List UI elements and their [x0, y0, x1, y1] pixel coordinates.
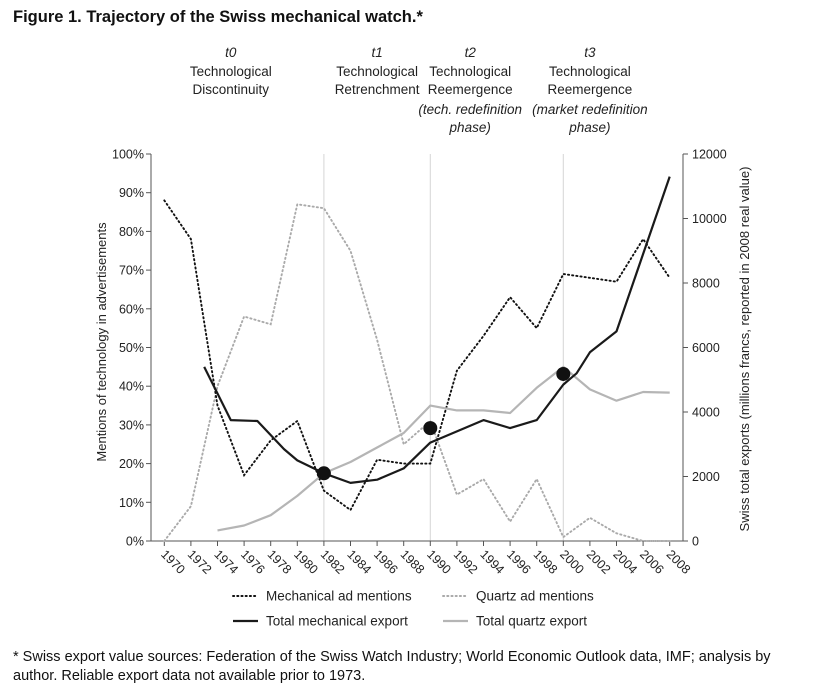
- x-tick-label: 2006: [637, 547, 667, 577]
- chart-svg: t0 Technological Discontinuity t1 Technologi…: [94, 45, 752, 629]
- highlight-marker: [423, 421, 438, 436]
- y-tick-label: 90%: [119, 186, 144, 200]
- legend-label: Total mechanical export: [266, 614, 408, 629]
- y-tick-label: 30%: [119, 418, 144, 432]
- y-axis-label: Mentions of technology in advertisements: [94, 222, 109, 462]
- legend-label: Quartz ad mentions: [476, 589, 594, 604]
- legend-label: Mechanical ad mentions: [266, 589, 412, 604]
- y2-tick-label: 0: [692, 535, 699, 549]
- x-tick-label: 1980: [291, 547, 321, 577]
- y-tick-label: 100%: [112, 148, 144, 162]
- x-tick-label: 1986: [371, 547, 401, 577]
- phase-label: Technological: [190, 64, 272, 79]
- y2-tick-label: 12000: [692, 148, 727, 162]
- y-tick-label: 70%: [119, 264, 144, 278]
- phase-sublabel: phase): [568, 120, 610, 135]
- phase-label: Technological: [429, 64, 511, 79]
- y-tick-label: 0%: [126, 535, 144, 549]
- y-tick-label: 80%: [119, 225, 144, 239]
- phase-id: t3: [584, 45, 596, 60]
- x-tick-label: 2002: [584, 547, 614, 577]
- phase-id: t1: [371, 45, 382, 60]
- phase-label: Retrenchment: [335, 82, 420, 97]
- series-line-mechanical-ad-mentions: [163, 199, 671, 512]
- series-line-total-mechanical-export: [203, 176, 671, 484]
- x-tick-label: 1998: [531, 547, 561, 577]
- series-line-total-quartz-export: [217, 365, 670, 532]
- highlight-marker: [316, 466, 331, 481]
- x-tick-label: 1992: [451, 547, 481, 577]
- phase-id: t2: [465, 45, 477, 60]
- phase-sublabel: phase): [449, 120, 491, 135]
- figure-title: Figure 1. Trajectory of the Swiss mechan…: [13, 8, 423, 26]
- y-tick-label: 10%: [119, 496, 144, 510]
- y2-tick-label: 4000: [692, 406, 720, 420]
- phase-id: t0: [225, 45, 237, 60]
- y2-tick-label: 10000: [692, 212, 727, 226]
- tick-labels: 0% 10% 20% 30% 40% 50% 60% 70% 80% 90% 100% 0 2000 40…: [112, 148, 727, 577]
- x-tick-label: 2008: [664, 547, 694, 577]
- x-tick-label: 1988: [398, 547, 428, 577]
- axes: [146, 153, 688, 546]
- x-tick-label: 1996: [504, 547, 534, 577]
- x-tick-label: 1976: [238, 547, 268, 577]
- legend-label: Total quartz export: [476, 614, 587, 629]
- y-tick-label: 50%: [119, 341, 144, 355]
- y-tick-label: 20%: [119, 457, 144, 471]
- phase-sublabel: (market redefinition: [532, 102, 648, 117]
- y2-axis-label: Swiss total exports (millions francs, re…: [737, 167, 752, 532]
- y2-tick-label: 8000: [692, 277, 720, 291]
- x-tick-label: 1978: [265, 547, 295, 577]
- phase-label: Technological: [549, 64, 631, 79]
- footnote: * Swiss export value sources: Federation…: [13, 649, 771, 684]
- phase-sublabel: (tech. redefinition: [418, 102, 522, 117]
- x-tick-label: 1970: [158, 547, 188, 577]
- y-tick-label: 40%: [119, 380, 144, 394]
- phase-label: Reemergence: [548, 82, 633, 97]
- highlight-marker: [556, 366, 571, 381]
- y2-tick-label: 6000: [692, 341, 720, 355]
- phase-label: Reemergence: [428, 82, 513, 97]
- marker-layer: [316, 366, 571, 481]
- x-tick-label: 1990: [424, 547, 454, 577]
- phase-label: Discontinuity: [193, 82, 270, 97]
- x-tick-label: 1994: [477, 547, 507, 577]
- series-layer: [163, 176, 671, 542]
- x-tick-label: 1982: [318, 547, 348, 577]
- y-tick-label: 60%: [119, 302, 144, 316]
- x-tick-label: 2000: [557, 547, 587, 577]
- phase-labels: t0 Technological Discontinuity t1 Technologi…: [190, 45, 648, 135]
- x-tick-label: 1972: [185, 547, 215, 577]
- x-tick-label: 1974: [211, 547, 241, 577]
- y2-tick-label: 2000: [692, 470, 720, 484]
- gridlines: [323, 154, 564, 541]
- series-line-quartz-ad-mentions: [163, 203, 671, 542]
- x-tick-label: 2004: [610, 547, 640, 577]
- phase-label: Technological: [336, 64, 418, 79]
- legend: Mechanical ad mentions Quartz ad mentions…: [232, 589, 594, 629]
- x-tick-label: 1984: [344, 547, 374, 577]
